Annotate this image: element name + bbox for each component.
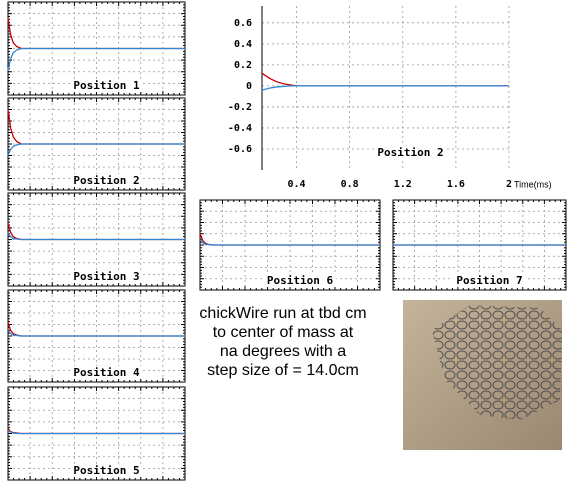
x-tick-label: 1.6	[447, 179, 465, 190]
series-line	[7, 330, 185, 337]
chart-panel: Position 6	[199, 199, 381, 291]
x-tick-label: 0.8	[341, 179, 359, 190]
chart-panel: Position 3	[7, 192, 186, 287]
chart-title: Position 7	[456, 274, 522, 287]
y-tick-label: 0.2	[234, 60, 252, 71]
caption-line: na degrees with a	[220, 343, 346, 360]
chart-title: Position 1	[73, 79, 140, 92]
caption-line: chickWire run at tbd cm	[199, 305, 366, 322]
title-backdrop	[70, 174, 143, 187]
chart-title: Position 6	[267, 274, 334, 287]
chart-panel: 0.6 0.4 0.2 0 -0.2 -0.4 -0.6 0.4 0.8 1.2 1.6 2 Time(…	[228, 6, 552, 190]
photo	[403, 300, 562, 450]
series-line	[7, 232, 185, 241]
chart-title: Position 4	[73, 366, 140, 379]
series-line	[261, 85, 509, 91]
title-backdrop	[70, 79, 143, 92]
y-tick-label: -0.6	[228, 144, 252, 155]
chart-title: Position 5	[73, 464, 139, 477]
x-axis-label: Time(ms)	[514, 179, 552, 189]
y-tick-label: -0.2	[228, 102, 252, 113]
x-tick-label: 0.4	[287, 179, 305, 190]
x-tick-label: 2	[506, 179, 512, 190]
chart-panel: Position 7	[392, 199, 567, 291]
chart-title: Position 2	[377, 146, 443, 159]
series-line	[7, 47, 185, 71]
x-tick-label: 1.2	[394, 179, 412, 190]
title-backdrop	[70, 270, 143, 283]
y-tick-label: -0.4	[228, 123, 252, 134]
series-line	[7, 430, 185, 435]
series-line	[199, 239, 380, 246]
title-backdrop	[374, 146, 447, 159]
series-line	[7, 223, 185, 241]
series-line	[7, 143, 185, 156]
chart-title: Position 2	[73, 174, 139, 187]
title-backdrop	[70, 464, 143, 477]
chart-panel: Position 4	[7, 289, 186, 383]
y-tick-label: 0.6	[234, 18, 252, 29]
chart-panel: Position 1	[7, 1, 186, 96]
title-backdrop	[264, 274, 336, 287]
caption: chickWire run at tbd cm to center of mas…	[199, 305, 366, 379]
chart-panel: Position 2	[7, 97, 186, 191]
title-backdrop	[453, 274, 526, 287]
caption-line: step size of = 14.0cm	[207, 362, 359, 379]
caption-line: to center of mass at	[213, 324, 354, 341]
y-tick-label: 0.4	[234, 39, 252, 50]
title-backdrop	[70, 366, 143, 379]
chart-title: Position 3	[73, 270, 139, 283]
y-tick-label: 0	[246, 81, 252, 92]
series-line	[261, 72, 509, 87]
chart-panel: Position 5	[7, 386, 186, 481]
